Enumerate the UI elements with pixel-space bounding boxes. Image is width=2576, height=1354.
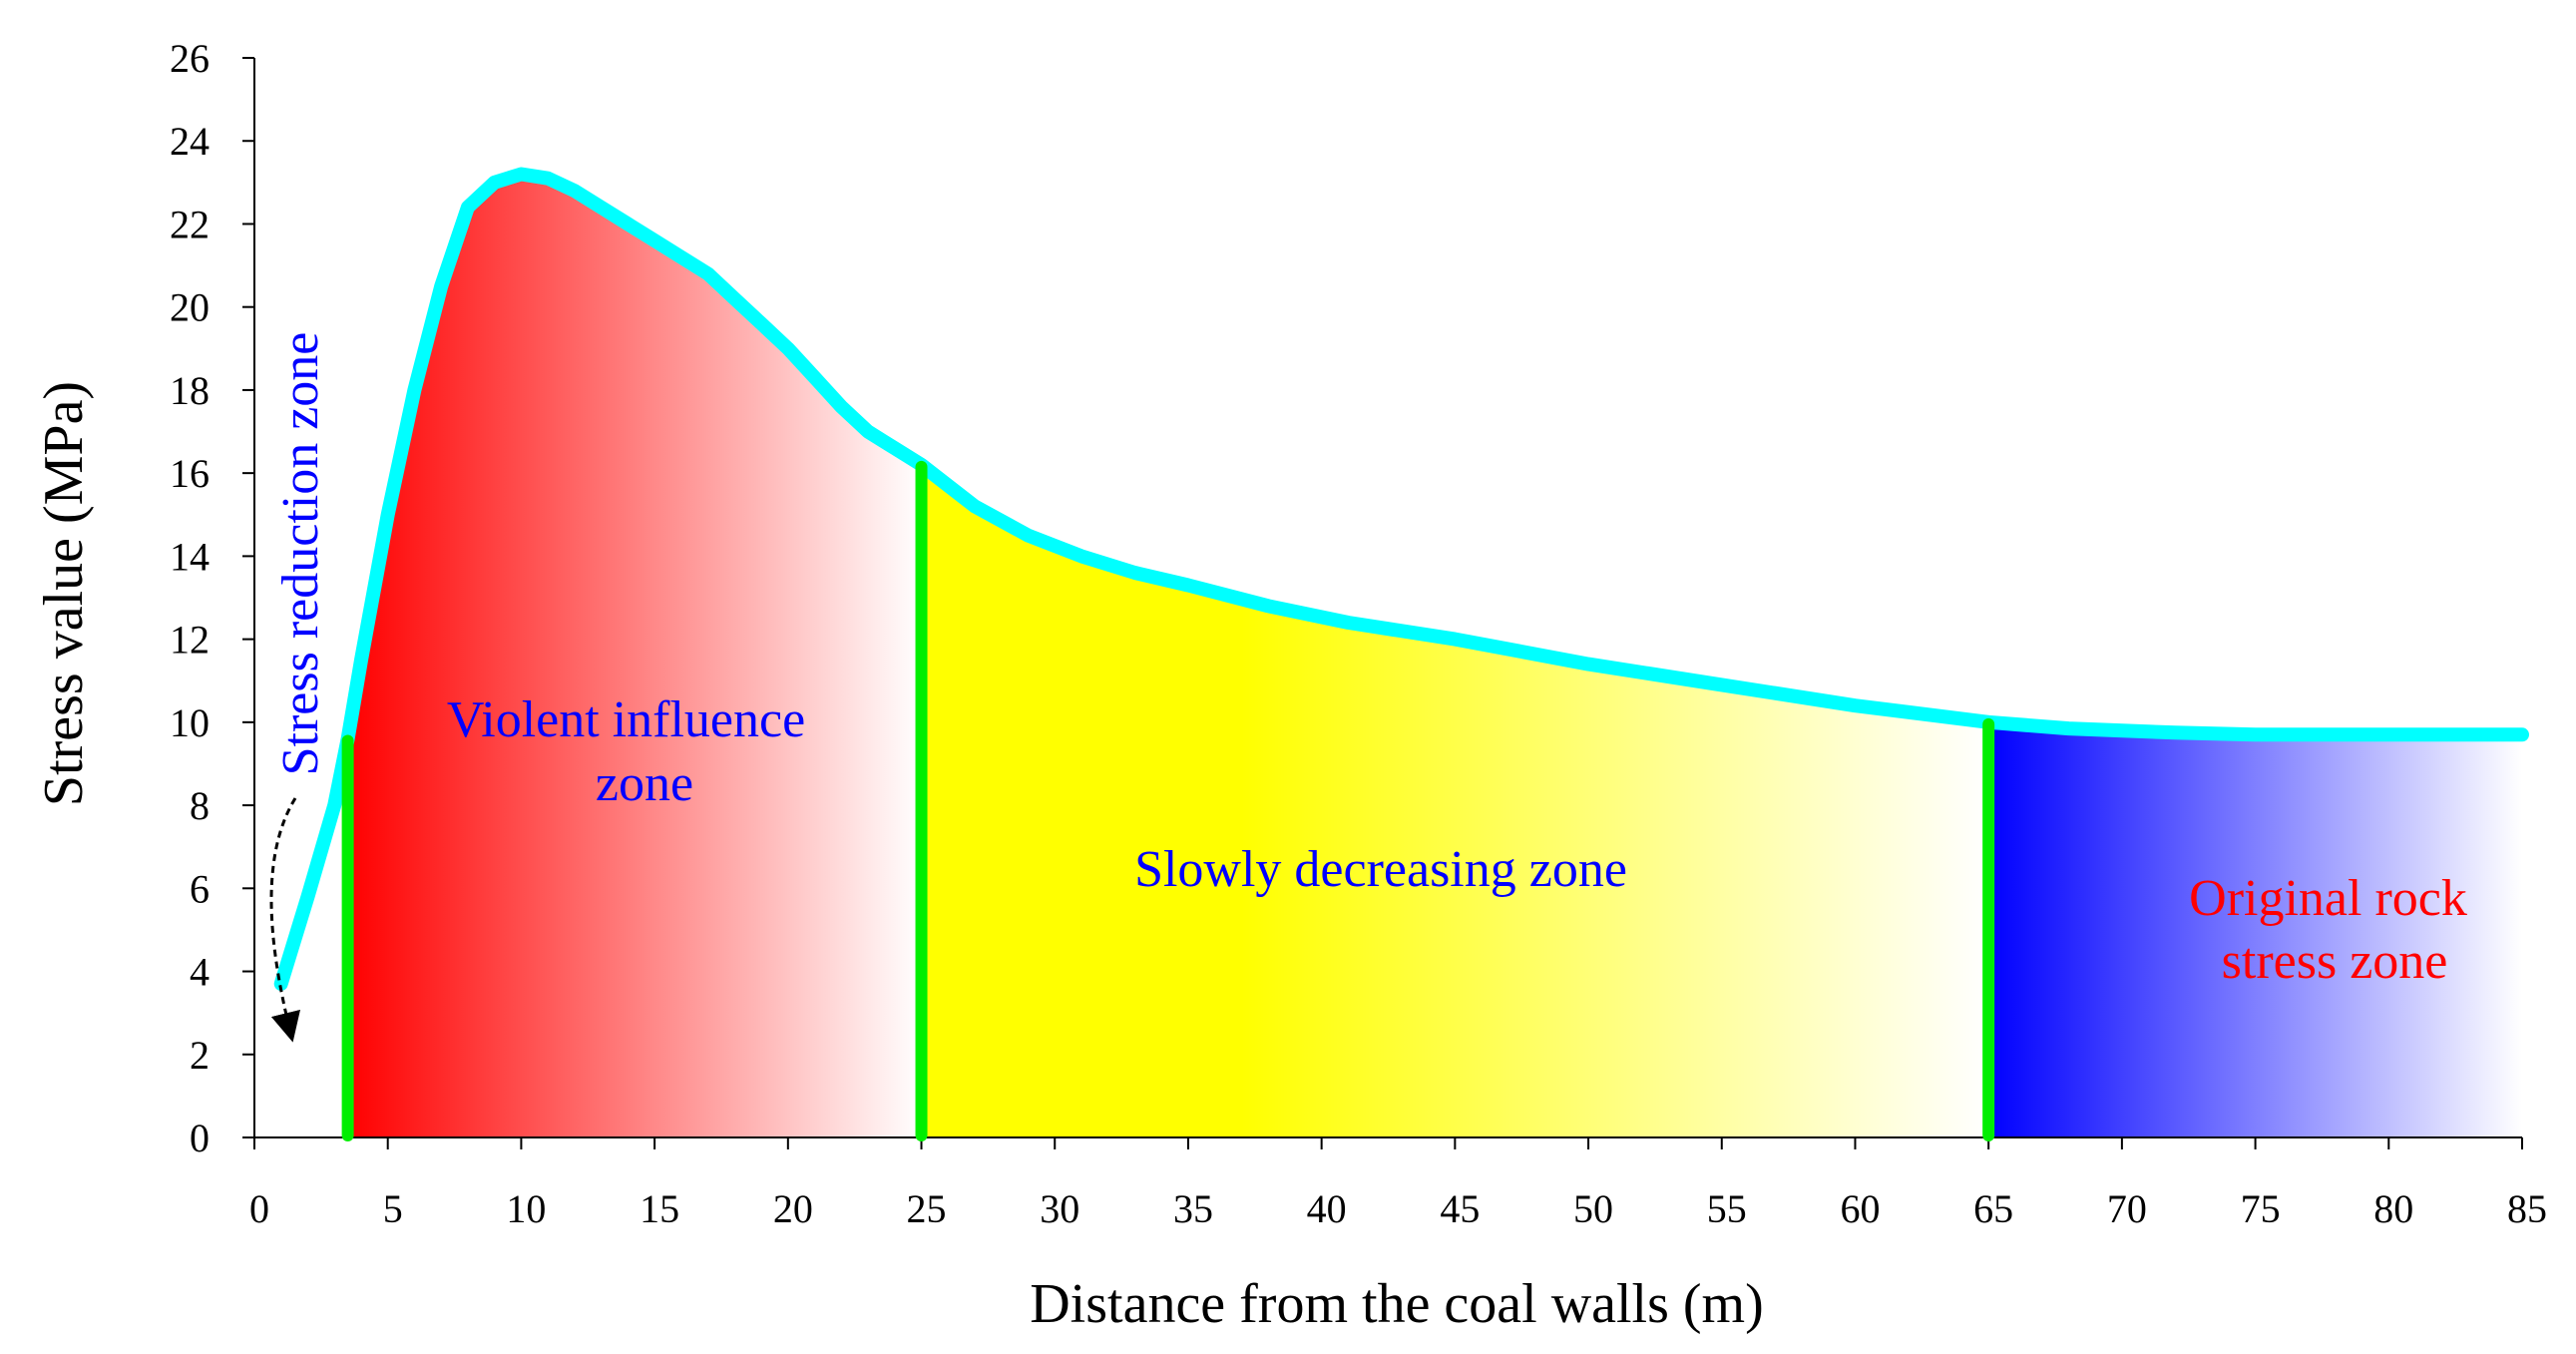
y-tick-label: 26: [170, 36, 210, 81]
x-tick-label: 20: [773, 1186, 813, 1231]
x-tick-label: 35: [1173, 1186, 1213, 1231]
y-axis-title: Stress value (MPa): [33, 381, 95, 806]
x-tick-label: 0: [249, 1186, 269, 1231]
y-tick-label: 6: [190, 866, 210, 911]
x-tick-label: 50: [1573, 1186, 1613, 1231]
x-tick-label: 40: [1307, 1186, 1347, 1231]
y-tick-label: 2: [190, 1033, 210, 1078]
x-tick-label: 55: [1707, 1186, 1747, 1231]
x-tick-label: 15: [640, 1186, 679, 1231]
slowly-decreasing-zone-fill: [921, 464, 1989, 1137]
x-tick-label: 10: [506, 1186, 546, 1231]
x-tick-label: 60: [1840, 1186, 1880, 1231]
x-tick-label: 5: [383, 1186, 403, 1231]
x-tick-label: 30: [1040, 1186, 1079, 1231]
y-tick-label: 0: [190, 1116, 210, 1160]
slow-zone-label-line1: Slowly decreasing zone: [1134, 841, 1627, 898]
y-tick-label: 10: [170, 700, 210, 745]
x-axis-ticks: 0 5 10 15 20 25 30 35 40 45 50 55 60 65 70 75 80 85: [249, 1137, 2547, 1231]
x-axis-title: Distance from the coal walls (m): [1030, 1273, 1764, 1335]
x-tick-label: 75: [2241, 1186, 2281, 1231]
zone-fills: [347, 174, 2522, 1137]
y-tick-label: 16: [170, 451, 210, 496]
x-tick-label: 25: [907, 1186, 947, 1231]
violent-influence-zone-fill: [347, 174, 922, 1137]
x-tick-label: 65: [1973, 1186, 2013, 1231]
stress-reduction-zone-label: Stress reduction zone: [272, 332, 329, 776]
x-tick-label: 45: [1440, 1186, 1480, 1231]
reduction-zone-arrow: [269, 797, 301, 1043]
x-tick-label: 85: [2507, 1186, 2547, 1231]
zone-boundaries: [341, 460, 1995, 1141]
y-tick-label: 22: [170, 202, 210, 246]
original-zone-label: Original rock stress zone: [2189, 870, 2480, 990]
violent-zone-label-line1: Violent influence: [447, 691, 805, 748]
y-tick-label: 8: [190, 783, 210, 828]
y-tick-label: 4: [190, 950, 210, 995]
violent-zone-label: Violent influence zone: [447, 691, 818, 812]
slow-zone-label: Slowly decreasing zone: [1134, 841, 1627, 898]
y-tick-label: 20: [170, 285, 210, 330]
y-tick-label: 14: [170, 534, 210, 579]
original-rock-stress-zone-fill: [1988, 721, 2522, 1137]
y-tick-label: 24: [170, 119, 210, 164]
original-zone-label-line2: stress zone: [2222, 933, 2448, 990]
y-tick-label: 18: [170, 368, 210, 413]
x-tick-label: 80: [2373, 1186, 2413, 1231]
stress-curve-line: [273, 167, 2529, 991]
original-zone-label-line1: Original rock: [2189, 870, 2467, 927]
x-tick-label: 70: [2107, 1186, 2147, 1231]
y-tick-label: 12: [170, 618, 210, 663]
violent-zone-label-line2: zone: [596, 755, 693, 812]
